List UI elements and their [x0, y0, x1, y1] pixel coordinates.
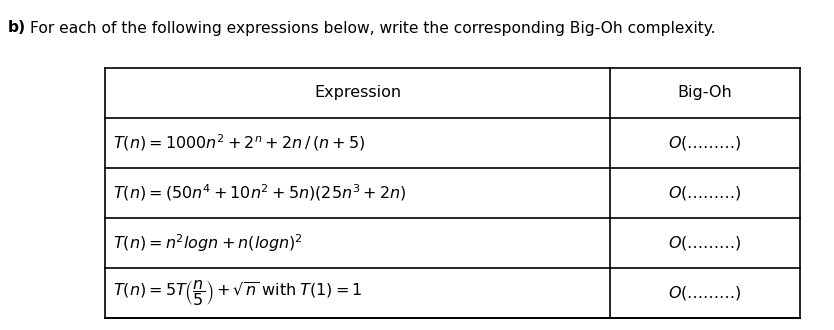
Text: Expression: Expression: [314, 85, 401, 101]
Text: $O(\ldots\ldots\ldots)$: $O(\ldots\ldots\ldots)$: [668, 284, 742, 302]
Text: b): b): [8, 20, 26, 36]
Text: $T(n) = 5T\left(\dfrac{n}{5}\right) + \sqrt{n}\;\mathrm{with}\;T(1) = 1$: $T(n) = 5T\left(\dfrac{n}{5}\right) + \s…: [113, 278, 363, 308]
Text: For each of the following expressions below, write the corresponding Big-Oh comp: For each of the following expressions be…: [30, 20, 716, 36]
Text: Big-Oh: Big-Oh: [677, 85, 732, 101]
Text: $O(\ldots\ldots\ldots)$: $O(\ldots\ldots\ldots)$: [668, 134, 742, 152]
Text: $T(n) = (50n^4 + 10n^2 + 5n)(25n^3 + 2n)$: $T(n) = (50n^4 + 10n^2 + 5n)(25n^3 + 2n)…: [113, 182, 407, 203]
Text: $O(\ldots\ldots\ldots)$: $O(\ldots\ldots\ldots)$: [668, 234, 742, 252]
Text: $T(n) = n^2logn + n(logn)^2$: $T(n) = n^2logn + n(logn)^2$: [113, 232, 303, 254]
Text: $O(\ldots\ldots\ldots)$: $O(\ldots\ldots\ldots)$: [668, 184, 742, 202]
Text: $T(n) = 1000n^2 + 2^n + 2n\,/\,(n + 5)$: $T(n) = 1000n^2 + 2^n + 2n\,/\,(n + 5)$: [113, 133, 365, 153]
